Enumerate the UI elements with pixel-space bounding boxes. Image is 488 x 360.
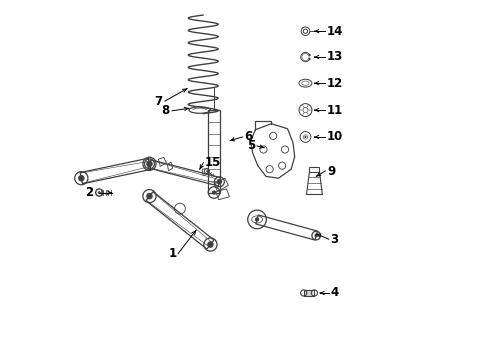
Text: 6: 6 [244,130,252,144]
Circle shape [146,161,152,166]
Text: 12: 12 [326,77,343,90]
Circle shape [211,190,216,195]
Text: 7: 7 [154,95,162,108]
Text: 14: 14 [326,25,343,38]
Bar [303,290,314,296]
Circle shape [217,180,221,184]
Circle shape [147,162,151,166]
Text: 2: 2 [85,186,93,199]
Text: 10: 10 [326,130,343,144]
Circle shape [254,217,259,222]
Text: 4: 4 [330,287,338,300]
Text: 3: 3 [330,233,338,246]
Text: 11: 11 [326,104,343,117]
Text: 9: 9 [326,165,335,177]
Circle shape [207,242,213,247]
Circle shape [79,176,84,181]
Circle shape [304,136,306,138]
Circle shape [98,191,101,194]
Circle shape [308,54,310,56]
Text: 8: 8 [161,104,169,117]
Text: 1: 1 [168,247,176,260]
Text: 15: 15 [204,156,221,169]
Text: 5: 5 [246,139,255,152]
Circle shape [146,194,152,199]
Circle shape [314,234,317,237]
Text: 13: 13 [326,50,343,63]
Circle shape [308,58,310,60]
Bar [207,110,220,193]
